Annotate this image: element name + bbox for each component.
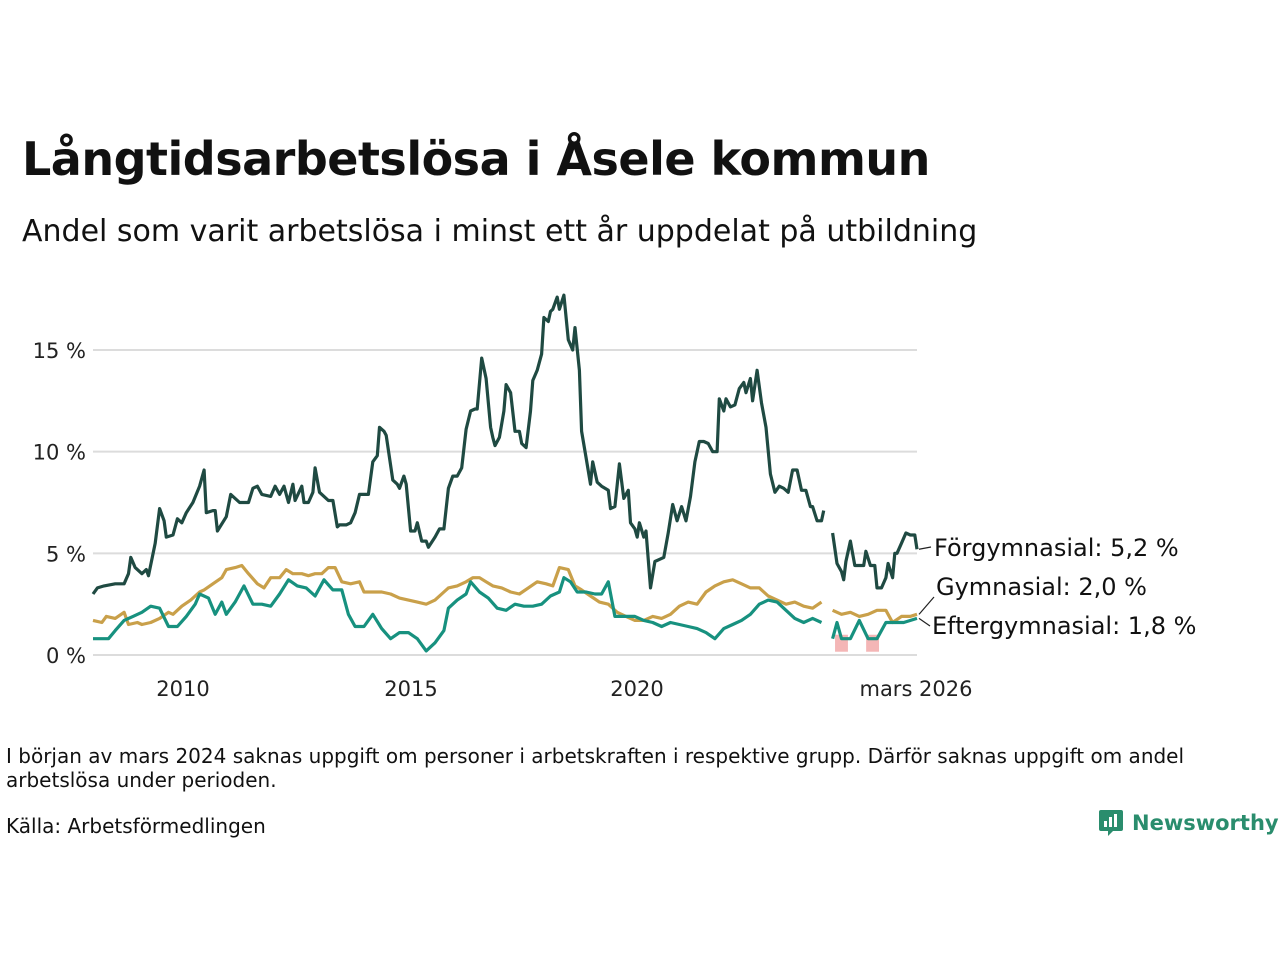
end-label-eftergymnasial: Eftergymnasial: 1,8 % <box>932 612 1196 640</box>
label-leader <box>918 546 932 550</box>
newsworthy-logo: Newsworthy <box>1098 808 1279 838</box>
series-line-gymnasial <box>92 563 918 627</box>
source-credit: Källa: Arbetsförmedlingen <box>6 814 266 838</box>
end-labels: Förgymnasial: 5,2 % Gymnasial: 2,0 % Efter… <box>918 534 1196 640</box>
line-chart: 0 % 5 % 10 % 15 % 2010 2015 2020 mars 2026 För… <box>33 293 1196 701</box>
y-axis: 0 % 5 % 10 % 15 % <box>33 339 86 668</box>
x-tick-label: 2010 <box>156 677 209 701</box>
end-label-förgymnasial: Förgymnasial: 5,2 % <box>934 534 1179 562</box>
series-lines <box>91 293 919 653</box>
x-tick-label: mars 2026 <box>859 677 972 701</box>
series-line-förgymnasial <box>91 293 919 595</box>
series-line-eftergymnasial <box>93 576 918 653</box>
label-leader <box>918 617 931 627</box>
x-tick-label: 2015 <box>384 677 437 701</box>
y-tick-label: 15 % <box>33 339 86 363</box>
newsworthy-logo-icon <box>1099 810 1123 836</box>
y-tick-label: 5 % <box>46 542 86 566</box>
footnote: I början av mars 2024 saknas uppgift om … <box>6 744 1185 792</box>
end-label-gymnasial: Gymnasial: 2,0 % <box>936 573 1147 601</box>
chart-title: Långtidsarbetslösa i Åsele kommun <box>22 132 930 186</box>
x-tick-label: 2020 <box>610 677 663 701</box>
y-tick-label: 0 % <box>46 644 86 668</box>
gridlines <box>93 349 917 656</box>
y-tick-label: 10 % <box>33 441 86 465</box>
label-leader <box>918 596 935 615</box>
x-axis: 2010 2015 2020 mars 2026 <box>156 677 972 701</box>
chart-subtitle: Andel som varit arbetslösa i minst ett å… <box>22 214 978 249</box>
brand-name: Newsworthy <box>1132 811 1279 835</box>
